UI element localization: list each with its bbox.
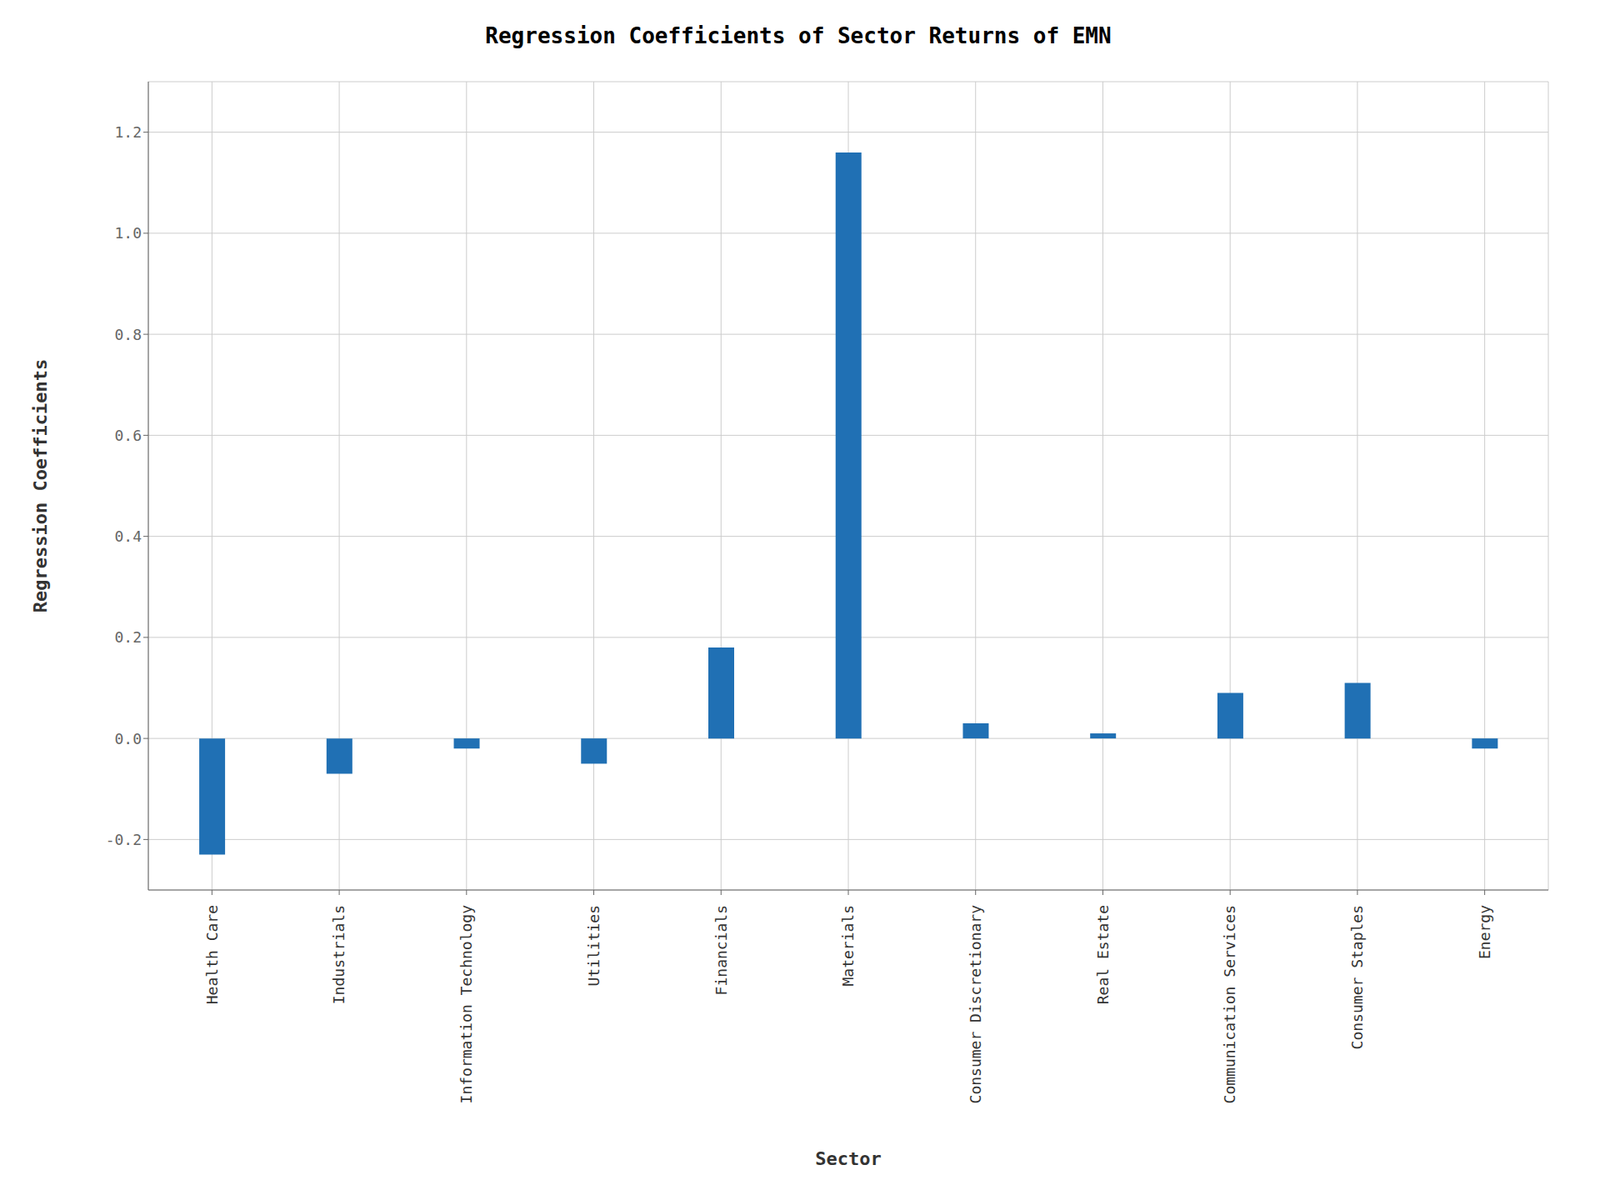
svg-text:0.8: 0.8: [114, 325, 142, 344]
html-text:Regression Coefficients of Sec: Regression Coefficients of Sector Return…: [485, 23, 1112, 49]
svg-text:Health Care: Health Care: [203, 905, 221, 1005]
svg-text:Materials: Materials: [839, 905, 857, 987]
svg-text:Financials: Financials: [712, 905, 730, 995]
svg-text:0.0: 0.0: [114, 730, 142, 748]
svg-text:Consumer Discretionary: Consumer Discretionary: [966, 905, 985, 1105]
svg-text:0.4: 0.4: [114, 527, 142, 545]
svg-text:-0.2: -0.2: [105, 830, 142, 849]
svg-text:0.2: 0.2: [114, 628, 142, 646]
svg-text:Real Estate: Real Estate: [1094, 905, 1112, 1005]
svg-text:1.0: 1.0: [114, 224, 142, 242]
svg-text:Regression Coefficients: Regression Coefficients: [30, 359, 51, 614]
svg-text:Utilities: Utilities: [585, 905, 603, 987]
svg-text:Industrials: Industrials: [330, 905, 348, 1005]
svg-text:1.2: 1.2: [114, 123, 142, 141]
svg-text:Energy: Energy: [1475, 905, 1494, 960]
svg-text:Sector: Sector: [815, 1148, 881, 1170]
svg-text:Information Technology: Information Technology: [457, 905, 475, 1105]
svg-text:0.6: 0.6: [114, 426, 142, 445]
svg-text:Communication Services: Communication Services: [1220, 905, 1239, 1104]
svg-text:Consumer Staples: Consumer Staples: [1348, 905, 1366, 1050]
